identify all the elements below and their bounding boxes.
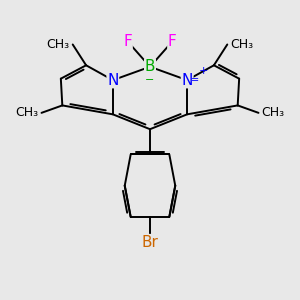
Text: N: N [182, 73, 193, 88]
Text: F: F [123, 34, 132, 49]
Text: =: = [191, 75, 200, 85]
Text: B: B [145, 59, 155, 74]
Text: CH₃: CH₃ [46, 38, 70, 51]
Text: Br: Br [142, 235, 158, 250]
Text: −: − [145, 75, 155, 85]
Text: CH₃: CH₃ [230, 38, 253, 51]
Text: +: + [199, 66, 208, 76]
Text: CH₃: CH₃ [15, 106, 38, 119]
Text: N: N [107, 73, 118, 88]
Text: CH₃: CH₃ [262, 106, 285, 119]
Text: F: F [168, 34, 177, 49]
